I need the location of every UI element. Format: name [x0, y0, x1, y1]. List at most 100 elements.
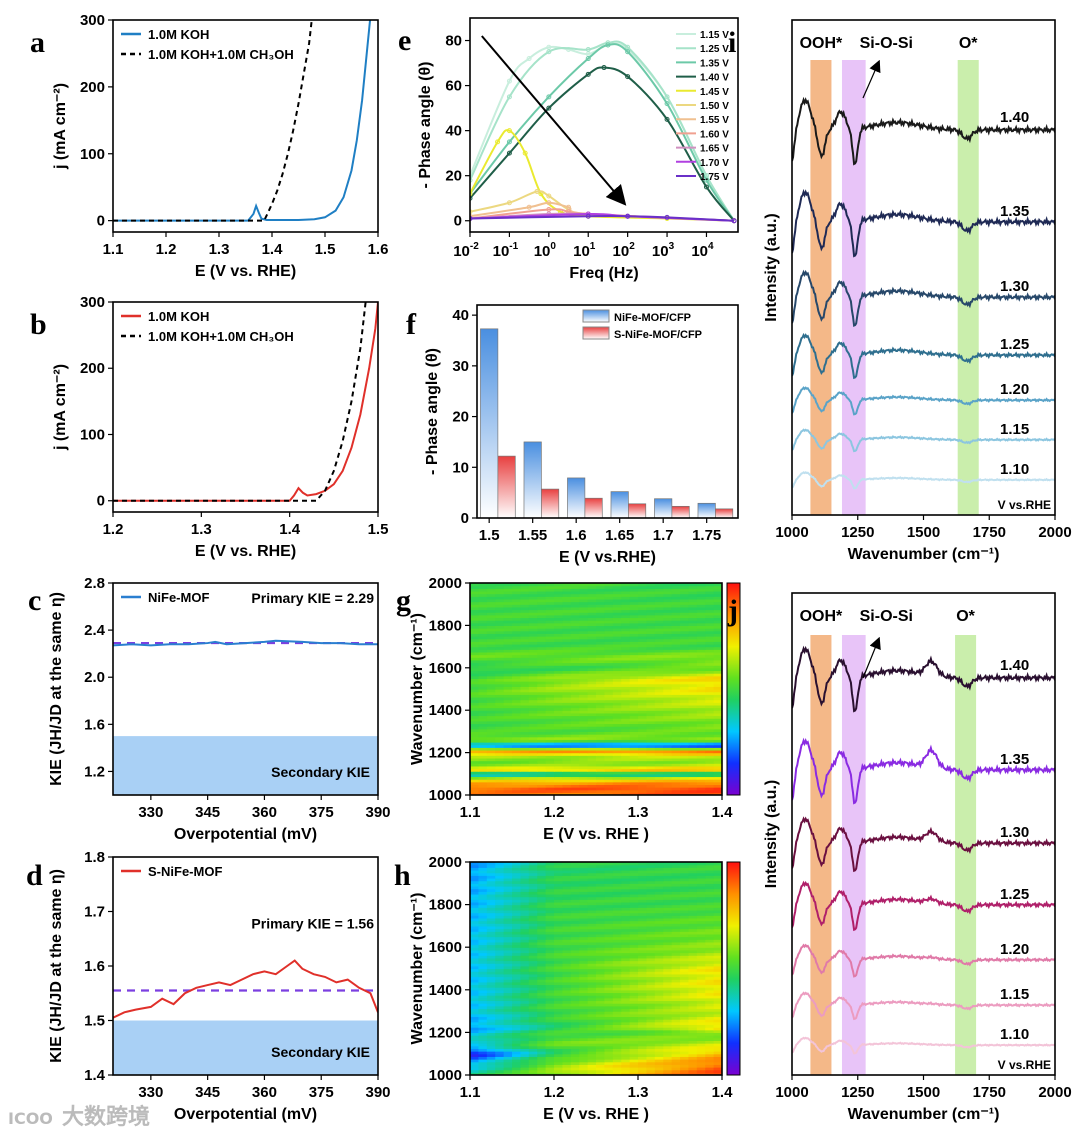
heatmap-cell [537, 883, 547, 887]
heatmap-cell [713, 941, 722, 946]
heatmap-cell [579, 643, 589, 648]
heatmap-cell [713, 606, 722, 611]
heatmap-cell [486, 670, 496, 674]
heatmap-cell [579, 768, 589, 772]
heatmap-cell [478, 957, 488, 962]
heatmap-cell [470, 1032, 479, 1036]
heatmap-cell [478, 1008, 488, 1012]
heatmap-cell [696, 933, 706, 938]
heatmap-cell [503, 965, 513, 970]
data-point [495, 139, 501, 145]
heatmap-cell [654, 585, 664, 589]
heatmap-cell [486, 768, 496, 772]
heatmap-cell [562, 1040, 572, 1044]
heatmap-cell [680, 622, 689, 626]
heatmap-cell [612, 590, 622, 595]
heatmap-cell [654, 628, 664, 632]
heatmap-cell [470, 901, 479, 906]
heatmap-cell [470, 643, 479, 648]
heatmap-cell [562, 1064, 572, 1068]
heatmap-cell [696, 712, 706, 717]
heatmap-cell [478, 952, 488, 956]
plot-area [113, 20, 372, 222]
heatmap-cell [495, 760, 505, 764]
heatmap-cell [638, 757, 647, 762]
heatmap-cell [596, 779, 605, 783]
heatmap-cell [478, 893, 488, 898]
heatmap-cell [621, 678, 631, 682]
heatmap-cell [512, 670, 521, 674]
heatmap-cell [562, 941, 572, 946]
heatmap-cell [503, 955, 513, 959]
data-point [470, 195, 473, 201]
heatmap-cell [688, 893, 698, 898]
heatmap-cell [621, 987, 631, 991]
heatmap-cell [495, 667, 505, 672]
heatmap-cell [596, 686, 605, 690]
heatmap-cell [688, 673, 698, 677]
heatmap-cell [512, 995, 521, 999]
heatmap-cell [680, 596, 689, 600]
heatmap-cell [486, 657, 496, 661]
heatmap-cell [470, 1043, 479, 1047]
heatmap-cell [520, 1067, 530, 1071]
heatmap-cell [512, 752, 521, 756]
heatmap-cell [612, 976, 622, 980]
heatmap-cell [503, 768, 513, 772]
heatmap-cell [638, 915, 647, 919]
heatmap-cell [688, 997, 698, 1002]
heatmap-cell [629, 588, 639, 592]
heatmap-cell [528, 792, 538, 795]
heatmap-cell [554, 625, 563, 629]
heatmap-cell [562, 960, 572, 964]
heatmap-cell [604, 657, 614, 661]
heatmap-cell [596, 694, 605, 698]
heatmap-cell [579, 604, 589, 608]
heatmap-cell [705, 755, 715, 759]
heatmap-cell [596, 665, 605, 669]
heatmap-cell [629, 1019, 639, 1023]
heatmap-cell [612, 997, 622, 1002]
heatmap-cell [596, 1032, 605, 1036]
heatmap-cell [503, 1051, 513, 1055]
heatmap-cell [587, 992, 597, 996]
heatmap-cell [512, 896, 521, 900]
heatmap-cell [612, 755, 622, 759]
heatmap-cell [629, 670, 639, 674]
heatmap-cell [688, 723, 698, 727]
heatmap-cell [570, 596, 580, 600]
heatmap-cell [705, 787, 715, 791]
heatmap-cell [545, 1045, 555, 1049]
axes-frame [469, 17, 739, 233]
heatmap-cell [562, 789, 572, 793]
heatmap-cell [570, 696, 580, 701]
heatmap-cell [612, 670, 622, 674]
heatmap-cell [486, 604, 496, 608]
heatmap-cell [486, 583, 496, 587]
heatmap-cell [554, 1043, 563, 1047]
heatmap-cell [512, 880, 521, 884]
heatmap-cell [528, 789, 538, 793]
heatmap-cell [528, 891, 538, 895]
heatmap-cell [478, 949, 488, 954]
heatmap-cell [638, 955, 647, 959]
heatmap-cell [621, 1024, 631, 1028]
heatmap-cell [596, 636, 605, 640]
heatmap-cell [654, 622, 664, 626]
heatmap-cell [688, 1040, 698, 1044]
heatmap-cell [671, 609, 681, 613]
heatmap-cell [570, 1043, 580, 1047]
heatmap-cell [621, 670, 631, 674]
heatmap-cell [621, 710, 631, 714]
heatmap-cell [713, 907, 722, 911]
heatmap-cell [587, 1035, 597, 1039]
heatmap-cell [604, 987, 614, 991]
heatmap-cell [688, 728, 698, 732]
heatmap-cell [587, 920, 597, 924]
heatmap-cell [562, 981, 572, 986]
heatmap-cell [554, 901, 563, 906]
tick-base: 10 [573, 243, 590, 260]
heatmap-cell [554, 641, 563, 645]
heatmap-cell [562, 638, 572, 642]
heatmap-cell [663, 891, 673, 895]
